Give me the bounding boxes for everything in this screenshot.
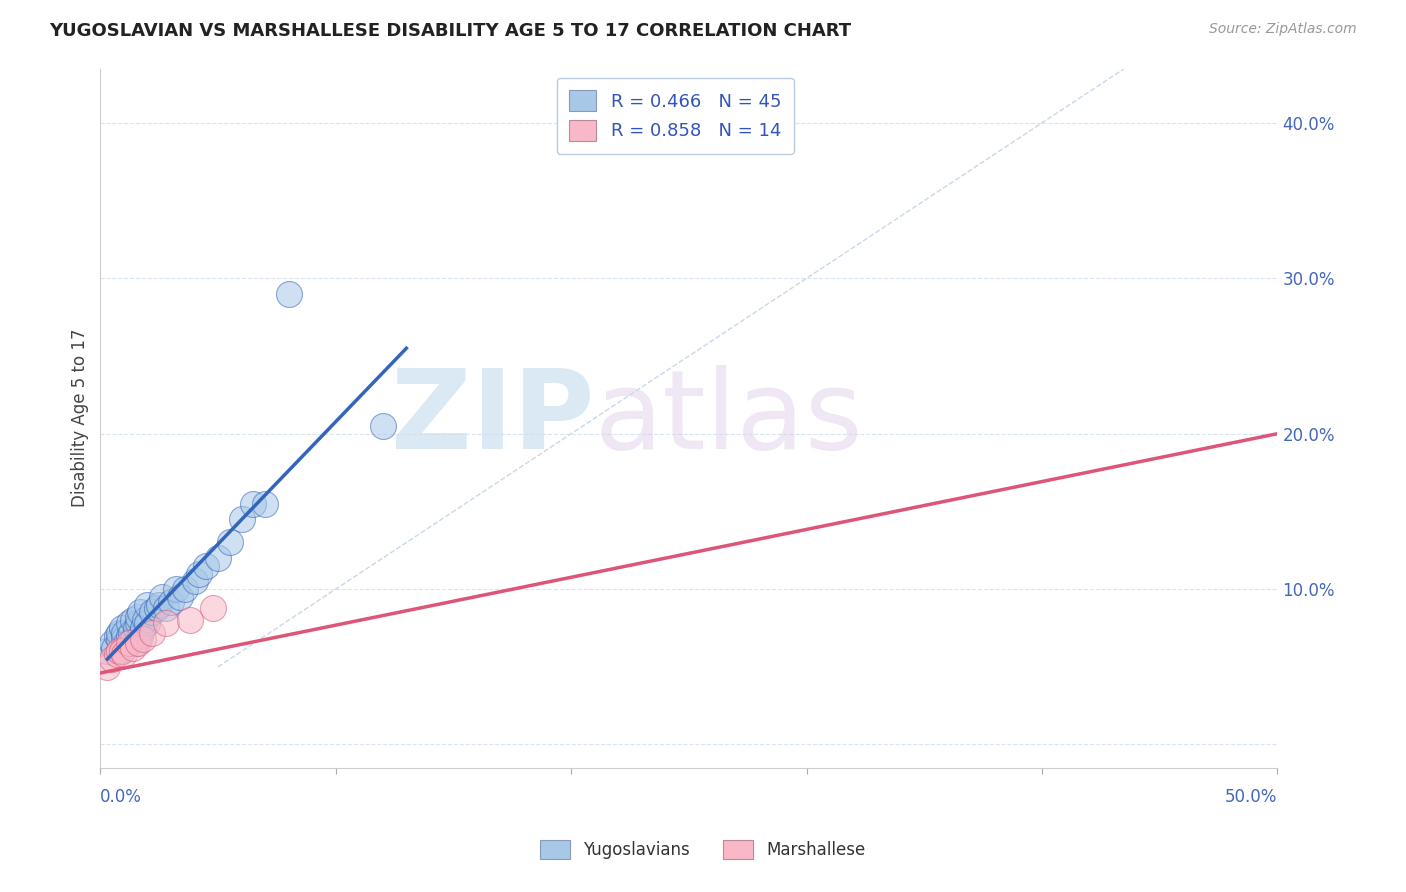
Point xyxy=(120,625,142,640)
Point xyxy=(110,644,132,658)
Point xyxy=(117,636,139,650)
Text: Source: ZipAtlas.com: Source: ZipAtlas.com xyxy=(1209,22,1357,37)
Point xyxy=(108,625,131,640)
Point xyxy=(108,632,131,646)
Point xyxy=(242,497,264,511)
Point xyxy=(231,512,253,526)
Point xyxy=(165,582,187,596)
Point xyxy=(105,648,128,662)
Point xyxy=(108,644,131,658)
Point xyxy=(148,598,170,612)
Text: 0.0%: 0.0% xyxy=(100,788,142,806)
Point xyxy=(188,566,211,581)
Text: ZIP: ZIP xyxy=(391,365,595,472)
Point xyxy=(169,590,191,604)
Point xyxy=(155,600,177,615)
Point xyxy=(96,660,118,674)
Point xyxy=(122,613,145,627)
Point xyxy=(254,497,277,511)
Point xyxy=(160,594,183,608)
Point xyxy=(124,621,146,635)
Point xyxy=(218,535,240,549)
Point xyxy=(146,600,169,615)
Point xyxy=(124,636,146,650)
Point xyxy=(277,286,299,301)
Point xyxy=(122,641,145,656)
Text: atlas: atlas xyxy=(595,365,863,472)
Point xyxy=(174,582,197,596)
Point xyxy=(101,652,124,666)
Point xyxy=(136,616,159,631)
Point xyxy=(129,629,152,643)
Point xyxy=(122,632,145,646)
Point xyxy=(207,551,229,566)
Point xyxy=(132,621,155,635)
Point xyxy=(136,598,159,612)
Point xyxy=(179,613,201,627)
Point xyxy=(141,625,163,640)
Point xyxy=(117,629,139,643)
Point xyxy=(127,610,149,624)
Point xyxy=(129,606,152,620)
Text: YUGOSLAVIAN VS MARSHALLESE DISABILITY AGE 5 TO 17 CORRELATION CHART: YUGOSLAVIAN VS MARSHALLESE DISABILITY AG… xyxy=(49,22,852,40)
Text: 50.0%: 50.0% xyxy=(1225,788,1278,806)
Point xyxy=(202,600,225,615)
Point xyxy=(112,648,135,662)
Point xyxy=(112,625,135,640)
Point xyxy=(141,606,163,620)
Point xyxy=(117,616,139,631)
Point xyxy=(112,632,135,646)
Point xyxy=(103,641,125,656)
Point xyxy=(110,644,132,658)
Point xyxy=(371,418,394,433)
Point xyxy=(195,558,218,573)
Point xyxy=(127,616,149,631)
Point xyxy=(96,644,118,658)
Legend: R = 0.466   N = 45, R = 0.858   N = 14: R = 0.466 N = 45, R = 0.858 N = 14 xyxy=(557,78,794,153)
Point xyxy=(134,613,156,627)
Point xyxy=(150,590,173,604)
Y-axis label: Disability Age 5 to 17: Disability Age 5 to 17 xyxy=(72,329,89,508)
Point xyxy=(132,632,155,646)
Point xyxy=(110,621,132,635)
Point xyxy=(155,616,177,631)
Point xyxy=(127,636,149,650)
Point xyxy=(183,574,205,589)
Point xyxy=(101,636,124,650)
Point xyxy=(115,636,138,650)
Point xyxy=(105,629,128,643)
Legend: Yugoslavians, Marshallese: Yugoslavians, Marshallese xyxy=(533,834,873,866)
